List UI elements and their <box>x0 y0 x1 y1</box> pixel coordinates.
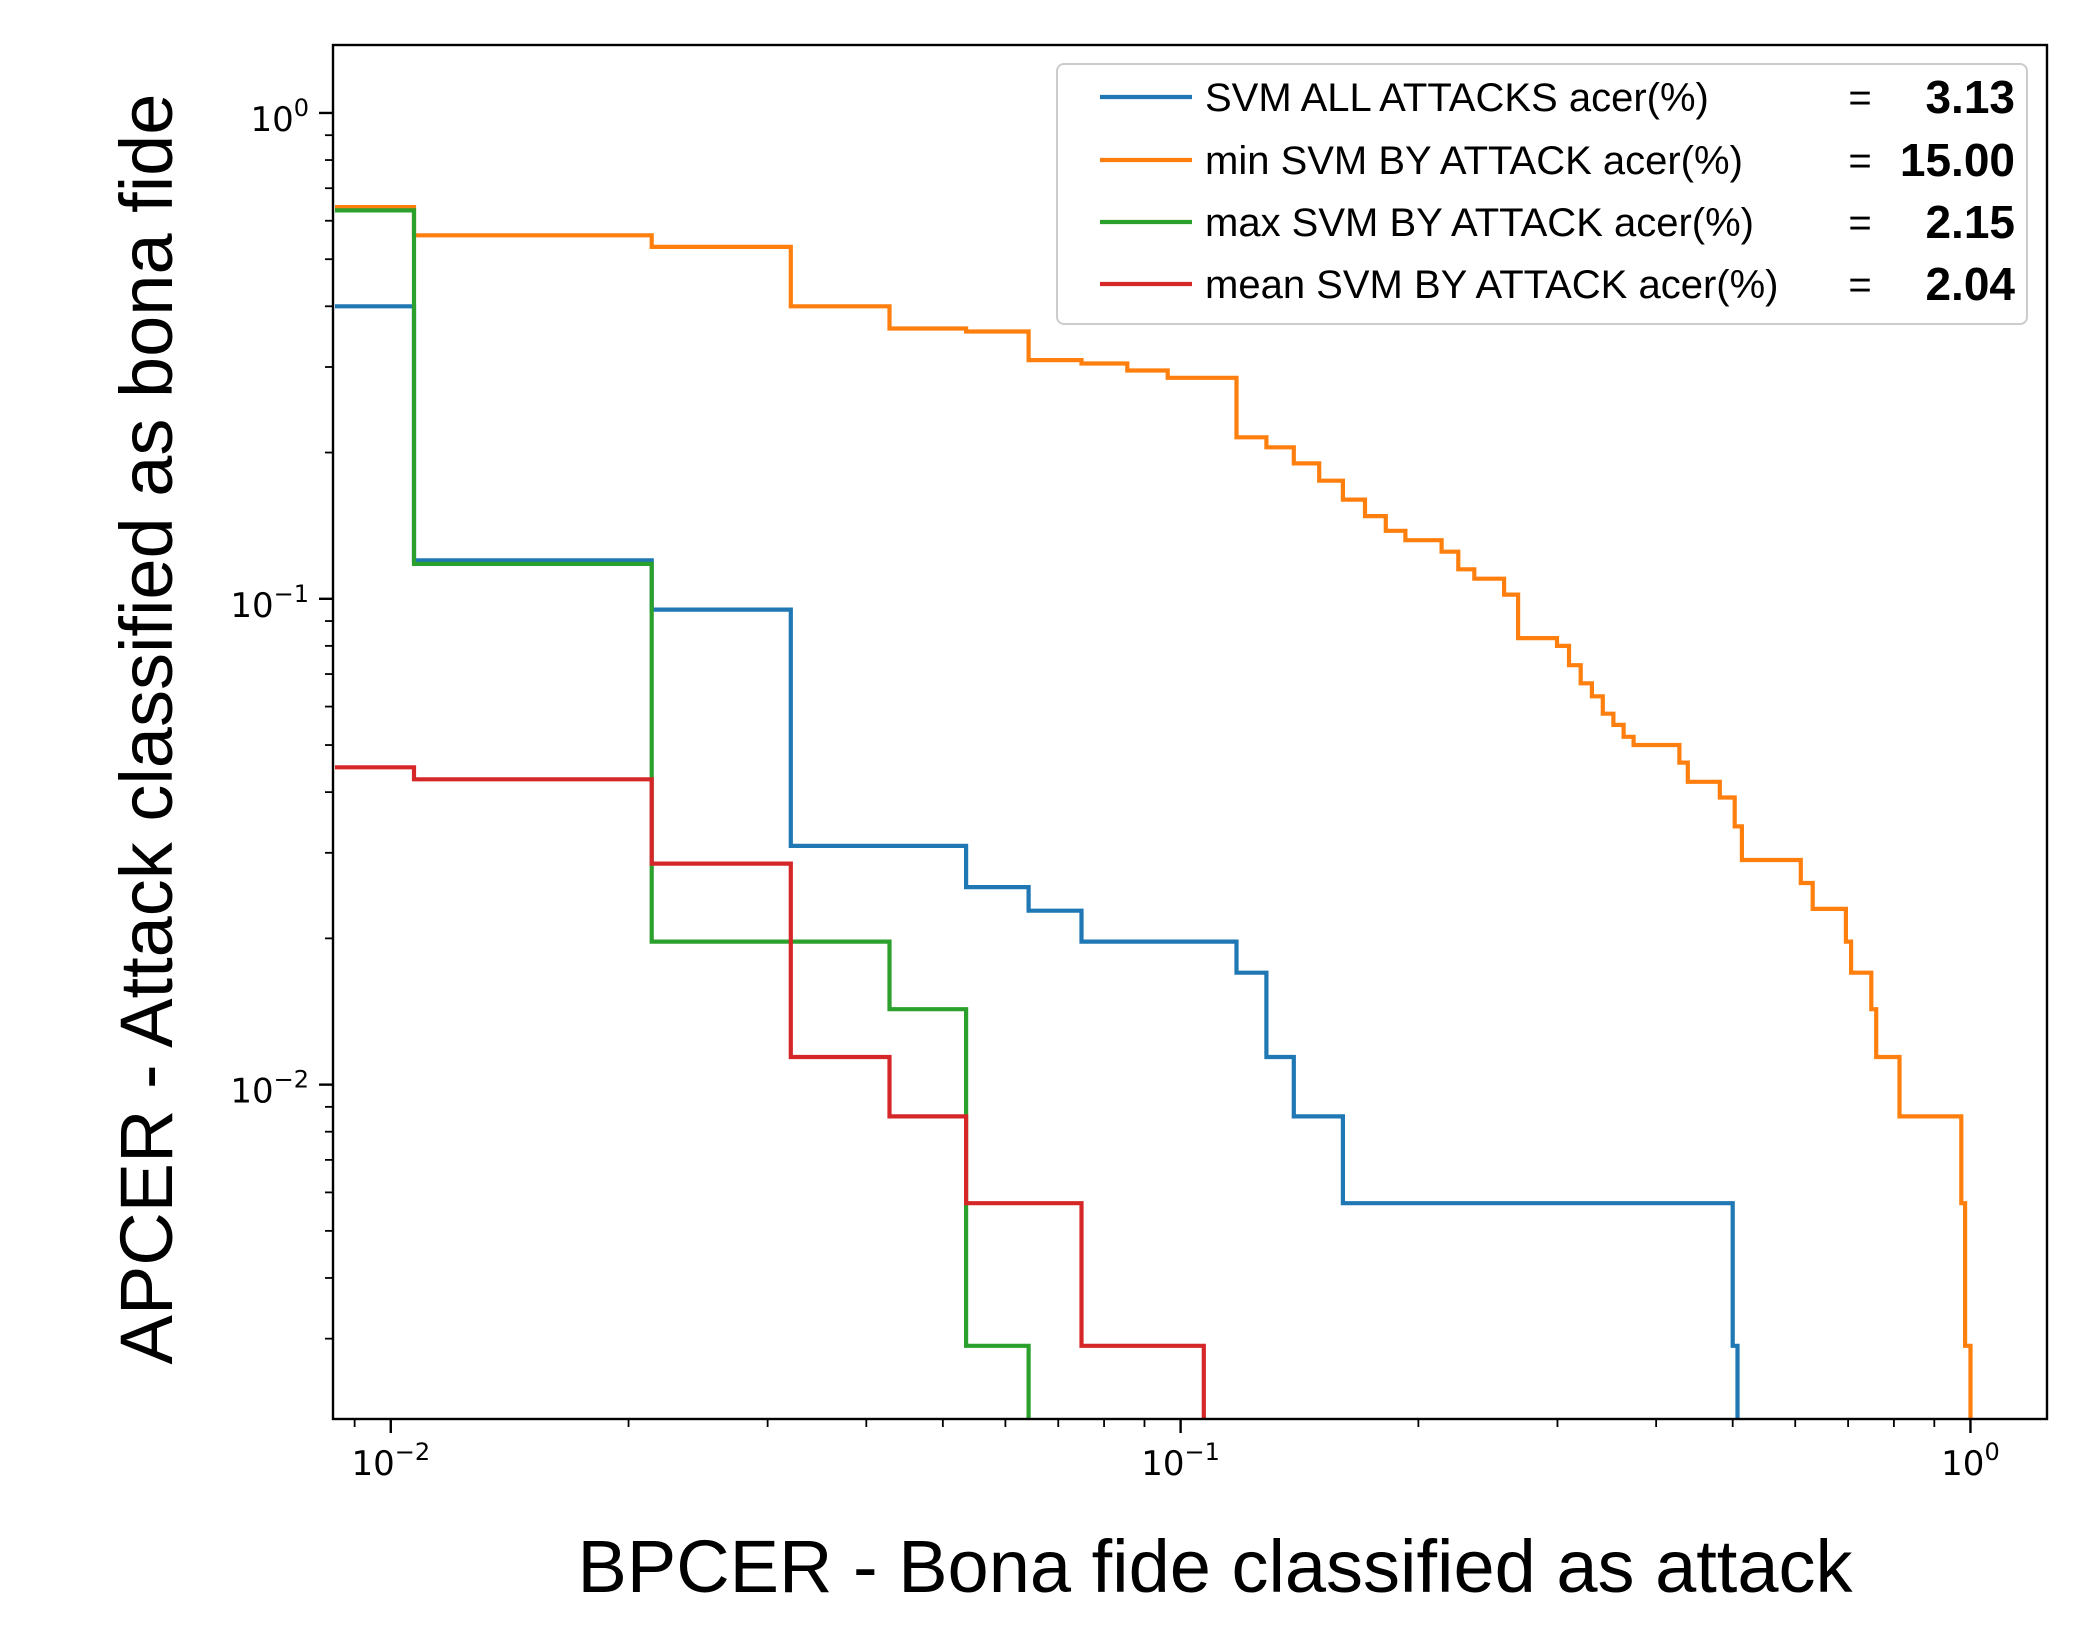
series-line-4 <box>335 765 1206 1419</box>
legend-label-2: min SVM BY ATTACK acer(%) <box>1205 139 1743 183</box>
x-tick-label: 10−1 <box>1141 1438 1220 1484</box>
ticks-layer <box>319 111 1972 1433</box>
plot-frame <box>331 43 2049 1421</box>
legend-value-4: 2.04 <box>1925 258 2015 310</box>
legend-equals-1: = <box>1848 76 1871 120</box>
legend-label-3: max SVM BY ATTACK acer(%) <box>1205 201 1754 245</box>
y-tick-label: 10−2 <box>230 1066 309 1112</box>
x-tick-label: 10−2 <box>351 1438 430 1484</box>
legend-label-1: SVM ALL ATTACKS acer(%) <box>1205 76 1709 120</box>
legend-equals-4: = <box>1848 263 1871 307</box>
legend-equals-2: = <box>1848 139 1871 183</box>
legend-label-4: mean SVM BY ATTACK acer(%) <box>1205 263 1779 307</box>
legend: SVM ALL ATTACKS acer(%) = 3.13 min SVM BY A… <box>1056 63 2028 325</box>
legend-value-3: 2.15 <box>1925 196 2015 248</box>
y-tick-label: 100 <box>250 94 309 140</box>
legend-box <box>1056 63 2028 325</box>
legend-value-2: 15.00 <box>1900 134 2015 186</box>
y-axis-title: APCER - Attack classified as bona fide <box>105 94 188 1365</box>
legend-equals-3: = <box>1848 201 1871 245</box>
series-layer <box>335 205 1973 1419</box>
x-tick-label: 100 <box>1941 1438 2000 1484</box>
series-line-2 <box>335 205 1973 1419</box>
x-axis-title: BPCER - Bona fide classified as attack <box>577 1525 1853 1608</box>
y-tick-label: 10−1 <box>230 580 309 626</box>
legend-value-1: 3.13 <box>1925 71 2015 123</box>
tick-labels-layer: 10−2 10−1 100 100 10−1 10−2 <box>230 94 1999 1484</box>
series-line-3 <box>335 208 1031 1419</box>
